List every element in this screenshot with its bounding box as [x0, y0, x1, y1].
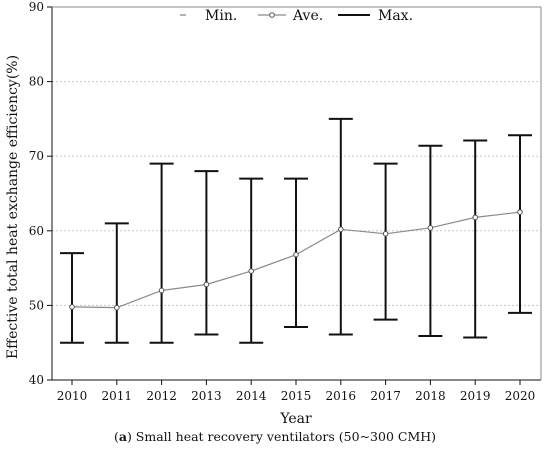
legend: Min. Ave. Max. — [180, 8, 413, 24]
legend-ave-label: Ave. — [292, 8, 323, 24]
average-point-2020 — [517, 209, 523, 215]
x-tick-label-2020: 2020 — [505, 389, 536, 403]
x-ticks: 2010 2011 2012 2013 2014 2015 2016 2017 2018 2019… — [57, 380, 536, 403]
x-tick-label-2019: 2019 — [460, 389, 491, 403]
average-point-2011 — [114, 304, 120, 311]
caption-letter: a — [118, 429, 127, 444]
y-ticks: 40 50 60 70 80 90 — [29, 0, 52, 387]
min-max-bars — [60, 117, 532, 344]
average-point-2013 — [203, 281, 210, 288]
y-tick-label-50: 50 — [29, 298, 44, 312]
caption-text: ) Small heat recovery ventilators (50~30… — [126, 429, 437, 444]
y-tick-label-40: 40 — [29, 373, 44, 387]
x-tick-label-2010: 2010 — [57, 389, 88, 403]
figure-caption: (a) Small heat recovery ventilators (50~… — [0, 429, 550, 444]
average-point-2012 — [158, 287, 165, 294]
caption-open: ( — [113, 429, 119, 444]
x-tick-label-2013: 2013 — [191, 389, 222, 403]
y-tick-label-70: 70 — [29, 149, 44, 163]
legend-min-label: Min. — [205, 8, 237, 24]
average-point-2019 — [472, 214, 479, 221]
y-tick-label-90: 90 — [29, 0, 44, 14]
x-tick-label-2014: 2014 — [236, 389, 267, 403]
average-point-2018 — [427, 225, 434, 231]
y-axis-label: Effective total heat exchange efficiency… — [5, 55, 21, 359]
x-tick-label-2011: 2011 — [102, 389, 133, 403]
x-tick-label-2016: 2016 — [326, 389, 357, 403]
x-tick-label-2012: 2012 — [146, 389, 177, 403]
x-tick-label-2017: 2017 — [370, 389, 401, 403]
y-tick-label-80: 80 — [29, 75, 44, 89]
average-point-2017 — [382, 230, 389, 237]
legend-max-label: Max. — [378, 8, 413, 24]
x-axis-label: Year — [279, 411, 312, 427]
legend-ave-marker — [269, 12, 275, 18]
x-tick-label-2018: 2018 — [415, 389, 446, 403]
average-point-2014 — [248, 268, 254, 274]
average-point-2016 — [338, 226, 344, 233]
average-point-2015 — [293, 251, 299, 258]
y-tick-label-60: 60 — [29, 224, 44, 238]
x-tick-label-2015: 2015 — [281, 389, 312, 403]
average-point-2010 — [69, 304, 75, 310]
average-series — [69, 209, 523, 311]
